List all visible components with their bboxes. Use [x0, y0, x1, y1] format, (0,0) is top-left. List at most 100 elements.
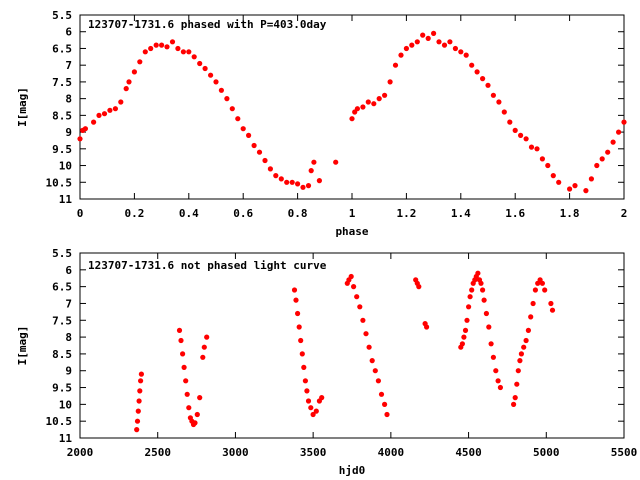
data-point [319, 395, 325, 401]
data-point [204, 334, 210, 340]
data-point [178, 337, 184, 344]
data-point [550, 173, 556, 179]
data-point [308, 168, 314, 174]
data-point [137, 388, 143, 394]
data-point [525, 327, 532, 333]
data-point [201, 344, 207, 350]
x-tick-label: 0.6 [233, 207, 253, 220]
data-point [420, 32, 426, 38]
data-point [180, 351, 186, 357]
data-point [462, 327, 469, 333]
data-point [610, 139, 616, 145]
data-point [134, 427, 140, 433]
data-point [134, 418, 141, 424]
data-point [464, 317, 470, 323]
data-point [486, 324, 492, 330]
data-point [191, 54, 197, 60]
data-point [135, 408, 141, 414]
data-point [224, 96, 230, 102]
data-point [235, 116, 241, 122]
data-point [515, 368, 521, 374]
data-point [304, 388, 310, 394]
data-point [296, 324, 302, 330]
data-point [291, 287, 298, 293]
data-point [475, 270, 481, 276]
data-point [375, 378, 381, 384]
data-point [360, 104, 366, 110]
data-point [528, 314, 534, 320]
data-point [512, 127, 518, 133]
data-point [387, 79, 393, 85]
data-point [549, 307, 556, 313]
data-point [431, 30, 437, 36]
y-tick-label: 6 [65, 264, 72, 277]
x-tick-label: 1 [349, 207, 356, 220]
y-tick-label: 9 [65, 365, 72, 378]
data-point [365, 99, 371, 105]
data-point [366, 344, 372, 350]
data-point [360, 317, 366, 323]
data-point [357, 304, 363, 310]
data-point [348, 273, 354, 280]
data-point [138, 378, 144, 384]
y-tick-label: 9.5 [52, 382, 72, 395]
y-tick-labels: 5.5 6 6.5 7 7.5 8 8.5 9 9.5 10 10.5 11 [46, 247, 73, 445]
data-point [164, 44, 170, 50]
x-tick-label: 2000 [67, 446, 94, 459]
x-tick-label: 4000 [378, 446, 405, 459]
y-tick-label: 10.5 [46, 415, 73, 428]
data-point [354, 106, 360, 112]
data-point [545, 162, 551, 169]
y-tick-label: 8.5 [52, 109, 72, 122]
data-point [308, 405, 314, 411]
data-point [153, 42, 159, 48]
x-axis-label: hjd0 [339, 464, 366, 477]
data-point [302, 378, 308, 384]
data-point [349, 116, 355, 122]
data-point [507, 119, 513, 125]
data-point [273, 173, 279, 179]
data-point [148, 45, 154, 52]
data-point [495, 378, 501, 384]
data-point [469, 287, 475, 293]
data-point [523, 337, 529, 344]
data-point [510, 401, 517, 407]
data-point [459, 341, 465, 347]
data-point [186, 49, 192, 55]
data-point [284, 179, 290, 185]
x-tick-label: 5500 [611, 446, 638, 459]
data-point [501, 109, 507, 115]
data-point [583, 188, 589, 194]
data-point [194, 411, 200, 418]
x-tick-label: 4500 [455, 446, 482, 459]
data-point [369, 358, 375, 364]
data-point [363, 331, 369, 337]
data-point [300, 184, 306, 190]
data-point [490, 354, 496, 360]
data-point [556, 179, 562, 185]
data-point [548, 300, 554, 307]
data-point [310, 411, 316, 418]
data-point [278, 176, 284, 182]
data-point [588, 176, 595, 182]
chart-title: 123707-1731.6 not phased light curve [88, 259, 327, 272]
data-point [77, 136, 83, 142]
data-point [371, 101, 377, 107]
data-point [398, 52, 404, 58]
data-point [311, 159, 317, 165]
x-tick-label: 0.4 [179, 207, 199, 220]
y-tick-labels: 5.5 6 6.5 7 7.5 8 8.5 9 9.5 10 10.5 11 [46, 9, 73, 206]
data-point [200, 354, 206, 360]
x-tick-label: 1.2 [396, 207, 416, 220]
data-point [424, 324, 430, 330]
y-tick-label: 7 [65, 59, 72, 72]
data-point [382, 401, 388, 407]
data-point [137, 59, 143, 65]
data-point [159, 42, 165, 48]
data-point [184, 391, 190, 397]
data-point [483, 310, 489, 317]
data-point [96, 112, 102, 118]
data-point [416, 284, 422, 290]
data-point [480, 76, 486, 82]
data-point [118, 99, 124, 105]
